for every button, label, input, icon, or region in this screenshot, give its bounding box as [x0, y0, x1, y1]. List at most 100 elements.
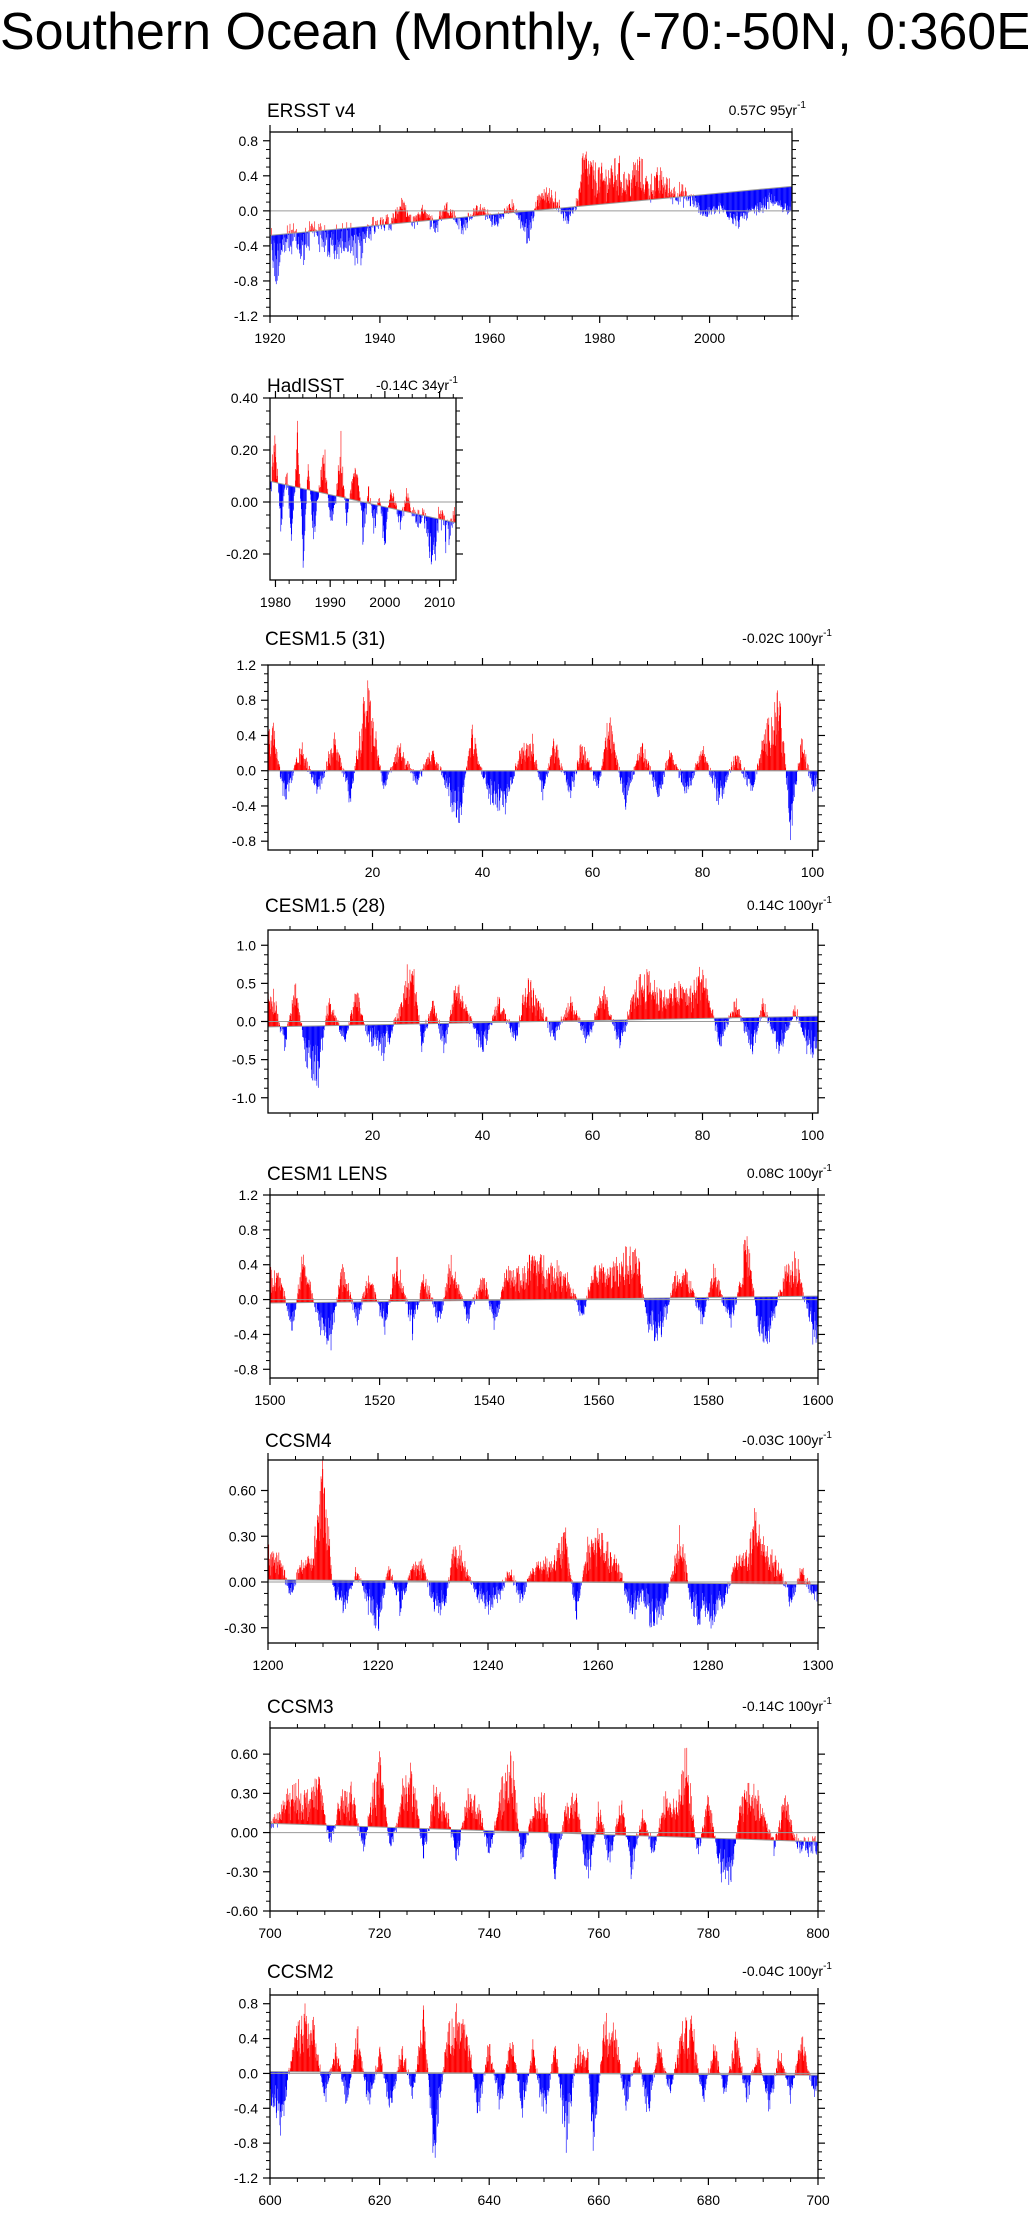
anomaly-bar [554, 1021, 556, 1028]
anomaly-bar [599, 770, 600, 776]
anomaly-bar [415, 770, 416, 783]
anomaly-bar [542, 199, 544, 210]
anomaly-bar [551, 1267, 553, 1300]
anomaly-bar [618, 1020, 619, 1038]
anomaly-bar [714, 770, 716, 779]
anomaly-bar [705, 762, 707, 771]
anomaly-bar [282, 484, 283, 501]
anomaly-bar [615, 180, 617, 203]
anomaly-bar [322, 230, 323, 240]
anomaly-bar [751, 1017, 752, 1034]
anomaly-bar [589, 767, 590, 771]
anomaly-bar [654, 770, 656, 782]
anomaly-bar [302, 488, 304, 568]
anomaly-bar [335, 229, 336, 245]
anomaly-bar [405, 209, 406, 223]
anomaly-bar [417, 212, 419, 222]
anomaly-bar [609, 722, 610, 771]
anomaly-bar [759, 189, 760, 203]
anomaly-bar [424, 210, 425, 221]
anomaly-bar [677, 768, 678, 771]
anomaly-bar [541, 770, 542, 793]
anomaly-bar [592, 160, 594, 206]
anomaly-bar [766, 723, 768, 771]
anomaly-bar [521, 211, 522, 221]
anomaly-bar [334, 1015, 335, 1026]
anomaly-bar [721, 192, 723, 210]
anomaly-bar [407, 493, 409, 513]
anomaly-bar [448, 1277, 449, 1301]
anomaly-bar [300, 1021, 302, 1027]
anomaly-bar [291, 1020, 292, 1027]
anomaly-bar [381, 1024, 382, 1056]
anomaly-bar [581, 763, 582, 771]
anomaly-bar [603, 986, 605, 1021]
anomaly-bar [472, 213, 474, 217]
anomaly-bar [458, 217, 460, 230]
anomaly-bar [344, 228, 346, 248]
anomaly-bar [366, 1288, 368, 1302]
anomaly-bar [681, 770, 683, 783]
anomaly-bar [328, 229, 330, 255]
anomaly-bar [639, 161, 641, 201]
anomaly-bar [329, 1302, 331, 1335]
anomaly-bar [411, 982, 413, 1025]
anomaly-bar [491, 1022, 492, 1026]
anomaly-bar [279, 234, 281, 263]
anomaly-bar [529, 744, 530, 771]
anomaly-bar [398, 211, 399, 224]
anomaly-bar [755, 189, 757, 206]
anomaly-bar [374, 1024, 376, 1035]
anomaly-bar [377, 756, 378, 771]
anomaly-bar [400, 1269, 401, 1302]
anomaly-bar [274, 747, 276, 771]
anomaly-bar [697, 761, 699, 771]
anomaly-bar [323, 1302, 325, 1331]
anomaly-bar [428, 217, 430, 221]
anomaly-bar [763, 1013, 765, 1018]
anomaly-bar [421, 1023, 422, 1046]
anomaly-bar [454, 1278, 455, 1301]
anomaly-bar [422, 1023, 424, 1042]
anomaly-bar [313, 491, 315, 525]
anomaly-bar [459, 992, 460, 1024]
anomaly-bar [394, 218, 395, 224]
anomaly-bar [676, 197, 678, 202]
anomaly-bar [431, 215, 433, 221]
anomaly-bar [415, 1301, 417, 1306]
anomaly-bar [298, 474, 300, 488]
anomaly-bar [621, 770, 622, 777]
anomaly-bar [405, 1000, 406, 1025]
trend-label: 0.14C 100yr-1 [747, 895, 833, 913]
anomaly-bar [303, 754, 304, 771]
anomaly-bar [339, 1279, 341, 1303]
anomaly-bar [579, 1299, 581, 1316]
anomaly-bar [503, 1281, 505, 1301]
anomaly-bar [527, 978, 529, 1022]
anomaly-bar [524, 996, 526, 1022]
anomaly-bar [759, 1017, 761, 1023]
anomaly-bar [350, 490, 351, 500]
anomaly-bar [337, 229, 339, 247]
anomaly-bar [399, 747, 401, 771]
anomaly-bar [746, 1017, 748, 1032]
anomaly-bar [699, 195, 701, 210]
anomaly-bar [609, 717, 611, 771]
anomaly-bar [677, 197, 678, 202]
anomaly-bar [318, 1025, 320, 1062]
anomaly-bar [729, 1016, 730, 1018]
anomaly-bar [674, 186, 675, 198]
anomaly-bar [490, 214, 491, 222]
anomaly-bar [395, 1278, 397, 1302]
anomaly-bar [676, 997, 678, 1019]
anomaly-bar [289, 770, 290, 784]
anomaly-bar [603, 999, 605, 1021]
anomaly-bar [534, 208, 535, 211]
anomaly-bar [416, 1008, 418, 1024]
anomaly-bar [402, 1007, 403, 1025]
anomaly-bar [534, 1007, 536, 1022]
anomaly-bar [779, 1016, 780, 1051]
anomaly-bar [661, 770, 662, 790]
anomaly-bar [697, 975, 699, 1019]
anomaly-bar [579, 745, 581, 771]
